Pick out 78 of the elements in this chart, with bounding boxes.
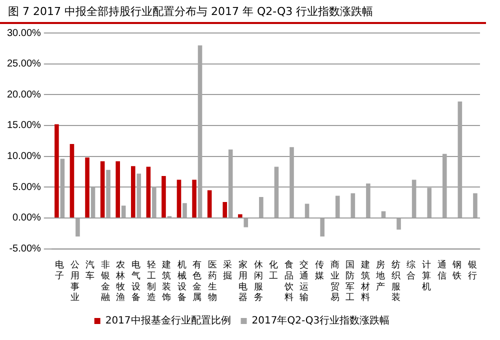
x-tick-label: 通信 [437,260,446,280]
x-tick-label: 家用电器 [238,260,248,302]
chart-title: 图 7 2017 中报全部持股行业配置分布与 2017 年 Q2-Q3 行业指数涨跌幅 [0,0,486,24]
bar [176,180,182,218]
bar [228,150,233,218]
x-tick-label: 商业贸易 [330,260,340,302]
bar [136,174,142,218]
bar [90,187,96,218]
bar [350,193,356,218]
x-tick-label: 传媒 [314,260,324,280]
bar [100,161,105,218]
bar [381,211,386,218]
bar [162,176,166,218]
x-tick-label: 钢铁 [452,260,462,280]
x-tick-label: 纺织服装 [391,260,400,302]
bar [290,147,294,218]
bar [442,154,447,218]
x-tick-label: 建筑装饰 [161,260,172,302]
x-tick-label: 计算机 [422,260,431,292]
bar [335,196,340,218]
bar [70,144,74,218]
bar [396,218,401,230]
bar [274,166,279,218]
bar [366,183,370,218]
y-tick-label: 20.00% [6,89,42,100]
x-tick-label: 食品饮料 [283,260,294,302]
bar [76,218,80,236]
bar [192,180,196,218]
x-tick-label: 电气设备 [132,260,141,302]
y-tick-label: 5.00% [12,182,42,193]
x-tick-label: 综合 [406,260,416,280]
bar [198,45,202,218]
x-tick-label: 农林牧渔 [115,260,126,302]
x-tick-label: 休闲服务 [254,260,263,302]
x-tick-label: 电子 [55,260,64,280]
y-tick-label: -5.00% [9,244,42,255]
bar [116,161,120,218]
bar [458,101,462,218]
bar [259,197,264,218]
bar [207,190,212,218]
x-tick-label: 交通运输 [300,260,309,302]
x-tick-label: 公用事业 [70,260,80,302]
y-tick-label: 0.00% [12,212,42,224]
bar [54,124,59,218]
x-tick-label: 房地产 [375,260,386,292]
x-tick-label: 非银金融 [100,260,110,302]
x-tick-label: 机械设备 [177,260,186,302]
x-tick-label: 化工 [269,260,278,280]
x-tick-label: 汽车 [86,260,95,280]
x-tick-label: 采掘 [223,260,232,280]
bar [473,193,478,218]
bar [146,166,151,218]
y-tick-label: 10.00% [6,151,42,162]
bar [106,170,110,218]
y-tick-label: 15.00% [6,120,42,132]
bar [121,206,126,218]
bar [320,218,324,236]
bar [244,218,248,228]
bar [412,180,416,218]
bar [130,166,136,218]
x-tick-label: 建筑材料 [360,260,370,302]
bar [238,214,242,218]
legend-label: 2017中报基金行业配置比例 [105,314,231,327]
bar [304,204,310,218]
bar [60,158,65,218]
x-tick-label: 医药生物 [208,260,217,302]
x-tick-label: 轻工制造 [146,260,156,302]
bar [182,203,187,218]
y-tick-label: 25.00% [6,58,42,70]
y-tick-label: 30.00% [6,28,42,39]
bar [222,202,228,218]
bar [427,188,432,218]
x-tick-label: 有色金属 [192,260,202,302]
bar [152,186,156,218]
bar [85,158,90,218]
x-tick-label: 国防军工 [346,260,355,302]
legend-label: 2017年Q2-Q3行业指数涨跌幅 [252,314,390,327]
x-tick-label: 银行 [466,260,477,280]
